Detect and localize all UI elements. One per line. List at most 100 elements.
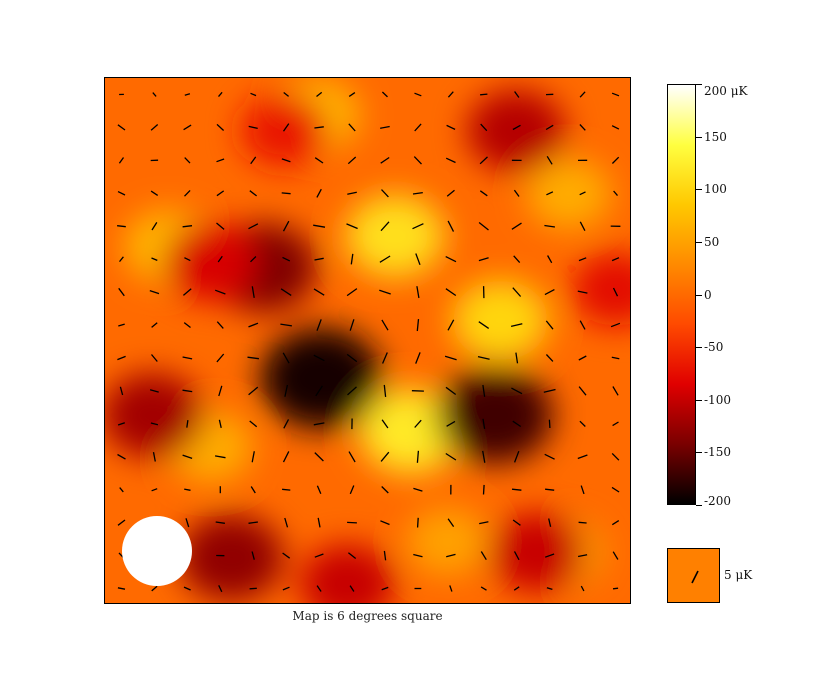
colorbar-tick [696, 347, 702, 348]
polarization-vector [579, 124, 586, 131]
polarization-vector [548, 518, 552, 527]
polarization-vector [349, 585, 355, 592]
polarization-vector [580, 485, 585, 495]
colorbar-tick [696, 400, 702, 401]
temperature-spot [179, 513, 284, 602]
polarization-vector [482, 384, 486, 397]
polarization-vector [480, 123, 488, 132]
polarization-vector [349, 485, 355, 495]
temperature-polarization-map [104, 77, 631, 604]
polarization-vector [186, 420, 189, 428]
temperature-spot [571, 251, 630, 327]
colorbar-tick-label: 150 [704, 130, 727, 144]
polarization-vector [446, 420, 456, 427]
polarization-vector [248, 386, 259, 396]
polarization-vector [578, 257, 587, 262]
polarization-vector [381, 486, 389, 494]
polarization-vector [346, 353, 358, 363]
polarization-vector [478, 257, 489, 262]
polarization-vector [316, 585, 322, 592]
polarization-vector [447, 518, 455, 527]
polarization-vector [315, 385, 323, 397]
polarization-vector [545, 354, 554, 362]
polarization-vector [218, 91, 223, 98]
polarization-vector [445, 157, 456, 164]
polarization-vector [445, 288, 457, 297]
map-caption: Map is 6 degrees square [292, 609, 443, 623]
polarization-vector [478, 221, 489, 231]
polarization-vector [282, 552, 291, 559]
polarization-vector [247, 356, 259, 360]
polarization-vector [611, 356, 620, 360]
polarization-vector [383, 384, 387, 397]
polarization-vector [381, 586, 389, 591]
polarization-vector [578, 521, 587, 524]
polarization-vector [182, 356, 193, 360]
colorbar-tick-label: 50 [704, 235, 720, 249]
colorbar-tick [696, 189, 702, 190]
polarization-vector [381, 419, 389, 429]
colorbar [667, 84, 696, 505]
polarization-vector [117, 587, 126, 590]
polarization-vector [152, 92, 157, 97]
polarization-vector [282, 123, 290, 132]
polarization-vector [314, 126, 324, 129]
polarization-vector [482, 484, 485, 495]
polarization-vector [447, 220, 455, 232]
temperature-spot [105, 372, 204, 458]
polarization-vector [548, 419, 551, 429]
polarization-vector [248, 125, 258, 130]
colorbar-tick [696, 452, 702, 453]
scale-key-bar [691, 570, 699, 584]
polarization-vector [117, 124, 126, 131]
temperature-spot [526, 158, 611, 230]
polarization-vector [150, 422, 159, 426]
polarization-vector [218, 385, 223, 397]
polarization-vector [380, 451, 390, 462]
polarization-vector [512, 124, 521, 131]
colorbar-tick [696, 242, 702, 243]
polarization-vector [281, 158, 291, 163]
polarization-vector [346, 223, 358, 230]
polarization-vector [347, 552, 357, 560]
colorbar-tick [696, 137, 702, 138]
polarization-vector [282, 352, 290, 364]
polarization-vector [118, 256, 124, 263]
polarization-vector [218, 419, 222, 429]
polarization-vector [416, 286, 420, 299]
polarization-vector [412, 223, 424, 230]
polarization-vector [416, 517, 419, 528]
polarization-vector [284, 517, 289, 528]
polarization-vector [414, 123, 422, 132]
polarization-vector [348, 92, 356, 97]
polarization-vector [479, 156, 488, 165]
polarization-vector [478, 321, 490, 329]
polarization-vector [511, 387, 523, 395]
polarization-vectors [117, 91, 621, 593]
polarization-vector [117, 422, 126, 426]
polarization-vector [612, 287, 619, 297]
colorbar-tick [696, 295, 702, 296]
temperature-field [105, 78, 630, 603]
polarization-vector [151, 488, 158, 492]
polarization-vector [414, 419, 422, 428]
polarization-vector [182, 389, 193, 393]
polarization-vector [610, 322, 621, 328]
polarization-vector [215, 521, 225, 524]
polarization-vector [577, 554, 588, 558]
polarization-vector [216, 123, 225, 131]
colorbar-tick-label: -200 [704, 494, 731, 508]
polarization-vector [413, 156, 422, 165]
polarization-vector [547, 255, 553, 264]
polarization-vector [150, 354, 158, 362]
polarization-vector [313, 288, 325, 296]
polarization-vector [381, 189, 389, 198]
polarization-vector [313, 422, 325, 426]
polarization-vector [613, 190, 618, 197]
temperature-spot [406, 507, 489, 576]
polarization-vector [477, 355, 490, 360]
polarization-vector [151, 322, 158, 328]
colorbar-tick-label: -150 [704, 445, 731, 459]
polarization-vector [578, 386, 587, 396]
polarization-vector [513, 450, 520, 463]
